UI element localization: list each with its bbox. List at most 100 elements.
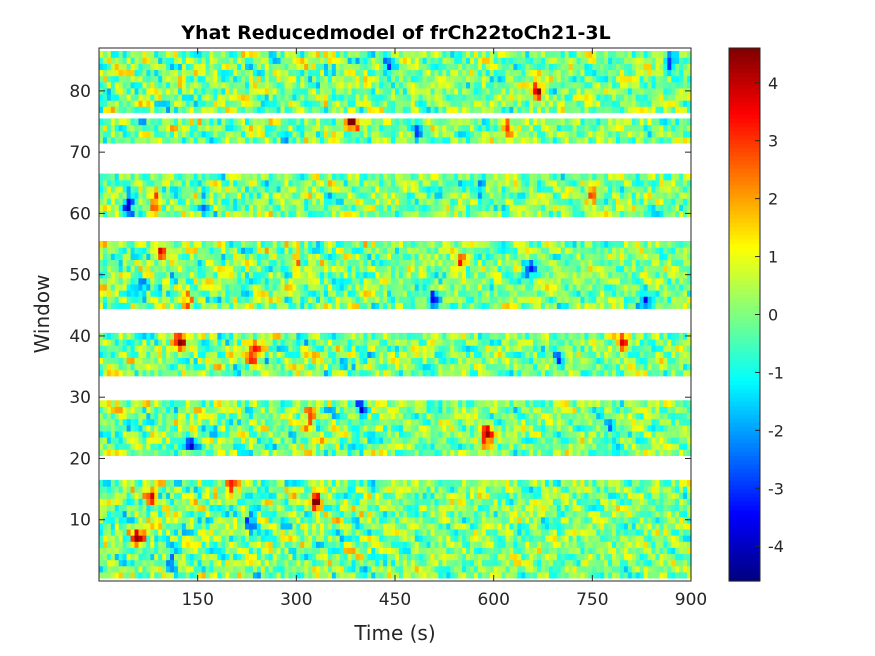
heatmap-cell: [181, 351, 187, 358]
heatmap-cell: [560, 559, 566, 567]
heatmap-cell: [521, 302, 526, 309]
heatmap-cell: [402, 553, 408, 561]
heatmap-cell: [146, 369, 151, 377]
heatmap-cell: [106, 412, 112, 420]
heatmap-cell: [560, 418, 566, 426]
heatmap-cell: [264, 406, 270, 414]
heatmap-cell: [647, 528, 653, 536]
heatmap-cell: [477, 449, 483, 457]
heatmap-cell: [631, 547, 637, 555]
heatmap-cell: [387, 510, 392, 518]
heatmap-cell: [221, 510, 226, 518]
heatmap-cell: [166, 357, 171, 365]
heatmap-cell: [292, 430, 297, 438]
heatmap-cell: [292, 351, 297, 358]
heatmap-cell: [592, 418, 597, 426]
heatmap-cell: [541, 535, 546, 542]
heatmap-cell: [142, 541, 147, 548]
heatmap-cell: [102, 528, 108, 536]
heatmap-cell: [544, 302, 550, 309]
heatmap-cell: [560, 498, 566, 506]
heatmap-cell: [177, 369, 183, 377]
heatmap-cell: [323, 418, 329, 426]
heatmap-cell: [616, 369, 621, 377]
heatmap-cell: [205, 504, 211, 512]
heatmap-cell: [150, 400, 155, 407]
heatmap-cell: [410, 412, 416, 420]
heatmap-cell: [568, 528, 574, 536]
heatmap-cell: [276, 541, 282, 548]
heatmap-cell: [347, 535, 353, 542]
heatmap-cell: [438, 535, 443, 542]
heatmap-cell: [284, 528, 290, 536]
heatmap-cell: [189, 443, 195, 450]
heatmap-cell: [616, 492, 621, 499]
heatmap-cell: [375, 492, 380, 499]
heatmap-cell: [150, 522, 155, 530]
heatmap-cell: [173, 332, 179, 340]
heatmap-cell: [564, 449, 570, 457]
heatmap-cell: [106, 528, 112, 536]
heatmap-cell: [320, 351, 325, 358]
heatmap-cell: [679, 302, 684, 309]
heatmap-cell: [608, 369, 613, 377]
heatmap-cell: [454, 504, 459, 512]
heatmap-cell: [248, 565, 254, 573]
heatmap-cell: [170, 547, 175, 555]
heatmap-cell: [355, 363, 361, 371]
heatmap-cell: [627, 345, 633, 352]
heatmap-cell: [154, 516, 159, 524]
heatmap-cell: [627, 363, 633, 371]
heatmap-cell: [359, 565, 365, 573]
heatmap-cell: [387, 400, 392, 407]
heatmap-cell: [509, 357, 514, 365]
heatmap-cell: [288, 406, 293, 414]
heatmap-cell: [122, 535, 128, 542]
heatmap-cell: [521, 430, 526, 438]
heatmap-cell: [335, 522, 341, 530]
heatmap-cell: [643, 541, 649, 548]
heatmap-cell: [272, 357, 278, 365]
heatmap-cell: [252, 504, 258, 512]
heatmap-cell: [264, 528, 270, 536]
heatmap-cell: [469, 559, 475, 567]
heatmap-cell: [284, 565, 290, 573]
heatmap-cell: [185, 486, 191, 493]
heatmap-cell: [391, 332, 396, 340]
heatmap-cell: [241, 486, 246, 493]
heatmap-cell: [371, 486, 376, 493]
heatmap-cell: [181, 369, 187, 377]
heatmap-cell: [639, 559, 645, 567]
heatmap-cell: [185, 541, 191, 548]
heatmap-cell: [588, 351, 593, 358]
heatmap-cell: [221, 559, 226, 567]
heatmap-cell: [185, 406, 191, 414]
heatmap-cell: [375, 486, 380, 493]
heatmap-cell: [469, 443, 475, 450]
heatmap-cell: [395, 412, 400, 420]
heatmap-cell: [687, 424, 692, 432]
heatmap-cell: [158, 363, 163, 371]
heatmap-cell: [323, 553, 329, 561]
heatmap-cell: [213, 541, 218, 548]
heatmap-cell: [481, 430, 487, 438]
heatmap-cell: [245, 535, 250, 542]
heatmap-cell: [276, 345, 282, 352]
heatmap-cell: [209, 498, 215, 506]
heatmap-cell: [608, 400, 613, 407]
heatmap-cell: [489, 369, 495, 377]
heatmap-cell: [335, 559, 341, 567]
heatmap-cell: [237, 528, 242, 536]
heatmap-cell: [284, 437, 290, 444]
heatmap-cell: [256, 535, 262, 542]
heatmap-cell: [687, 443, 692, 450]
heatmap-cell: [485, 516, 491, 524]
heatmap-cell: [406, 369, 412, 377]
heatmap-cell: [185, 504, 191, 512]
heatmap-cell: [395, 541, 400, 548]
heatmap-cell: [430, 443, 436, 450]
heatmap-cell: [347, 492, 353, 499]
heatmap-cell: [568, 345, 574, 352]
heatmap-cell: [414, 516, 420, 524]
heatmap-cell: [631, 443, 637, 450]
